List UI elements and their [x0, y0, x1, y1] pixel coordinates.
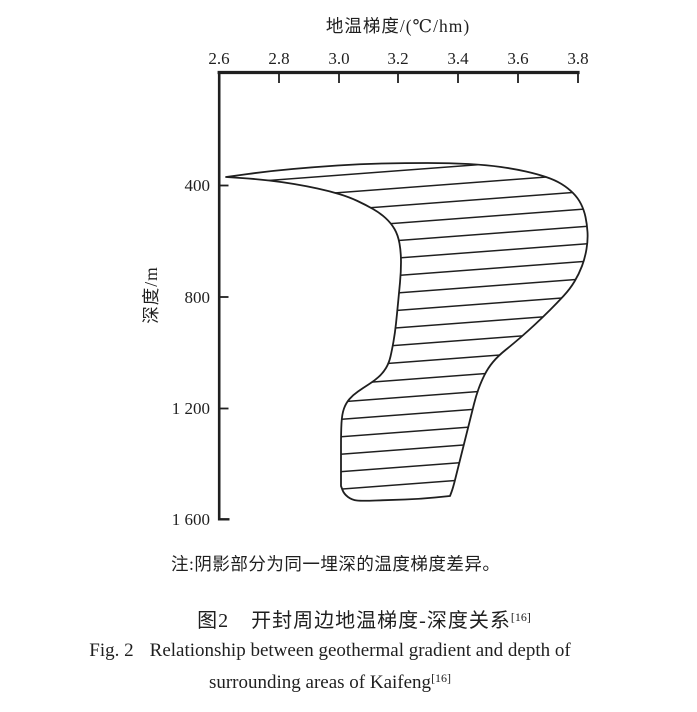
y-tick-label: 800: [185, 288, 211, 307]
y-axis-title: 深度/m: [141, 266, 161, 323]
caption-zh-text: 开封周边地温梯度-深度关系: [251, 610, 511, 632]
caption-english-line1: Fig. 2 Relationship between geothermal gr…: [89, 640, 570, 662]
y-tick-label: 1 600: [172, 510, 210, 529]
x-tick-label: 3.6: [507, 49, 528, 68]
x-tick-label: 2.6: [208, 49, 229, 68]
y-tick-label: 400: [185, 176, 211, 195]
caption-en-text1: Relationship between geothermal gradient…: [149, 640, 571, 661]
y-axis-tick-labels: 400 800 1 200 1 600: [172, 176, 210, 529]
x-tick-label: 3.2: [387, 49, 408, 68]
figure-note: 注:阴影部分为同一埋深的温度梯度差异。: [171, 554, 501, 574]
caption-zh-citation: [16]: [510, 610, 531, 624]
caption-english-line2: surrounding areas of Kaifeng[16]: [209, 671, 451, 694]
caption-en-text2: surrounding areas of Kaifeng: [208, 672, 432, 693]
x-axis-ticks: [278, 74, 579, 83]
caption-en-citation: [16]: [431, 671, 452, 685]
x-tick-label: 2.8: [268, 49, 289, 68]
x-axis-title: 地温梯度/(℃/hm): [326, 16, 470, 36]
y-axis: [217, 71, 230, 521]
y-tick-label: 1 200: [172, 399, 210, 418]
gradient-range-hatched-region: [225, 162, 589, 502]
x-axis: [217, 70, 580, 83]
y-axis-ticks: [220, 184, 230, 521]
x-tick-label: 3.0: [328, 49, 349, 68]
caption-chinese: 图2 开封周边地温梯度-深度关系[16]: [197, 604, 531, 633]
caption-zh-number: 图2: [197, 610, 230, 632]
x-axis-tick-labels: 2.6 2.8 3.0 3.2 3.4 3.6 3.8: [208, 49, 588, 68]
x-tick-label: 3.4: [447, 49, 469, 68]
x-tick-label: 3.8: [567, 49, 588, 68]
geothermal-gradient-depth-chart: 地温梯度/(℃/hm) 2.6 2.8 3.0 3.2 3.4 3.6 3.8 …: [141, 16, 589, 529]
caption-en-number: Fig. 2: [89, 640, 134, 661]
